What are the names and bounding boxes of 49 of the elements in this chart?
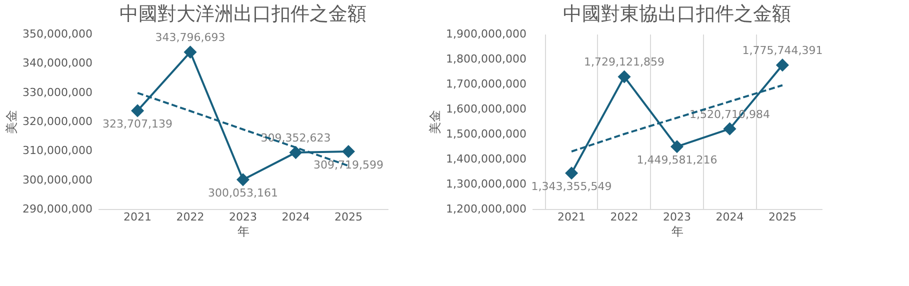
x-tick-label: 2022 bbox=[176, 210, 204, 224]
data-label: 323,707,139 bbox=[102, 118, 173, 131]
x-tick-label: 2023 bbox=[229, 210, 257, 224]
x-tick-label: 2024 bbox=[282, 210, 310, 224]
x-tick-label: 2023 bbox=[663, 210, 691, 224]
y-tick-label: 1,200,000,000 bbox=[446, 202, 526, 216]
y-tick-label: 300,000,000 bbox=[22, 173, 92, 186]
y-tick-label: 290,000,000 bbox=[22, 202, 92, 216]
y-tick-label: 1,900,000,000 bbox=[446, 28, 526, 40]
y-axis-title: 美金 bbox=[4, 110, 19, 134]
y-tick-label: 320,000,000 bbox=[22, 115, 92, 128]
x-axis-title: 年 bbox=[672, 224, 684, 238]
y-tick-label: 1,500,000,000 bbox=[446, 128, 526, 140]
y-tick-label: 350,000,000 bbox=[22, 28, 92, 40]
y-tick-label: 1,700,000,000 bbox=[446, 78, 526, 90]
point bbox=[565, 166, 578, 180]
chart-title: 中國對東協出口扣件之金額 bbox=[563, 3, 791, 25]
point bbox=[289, 146, 302, 160]
data-label: 343,796,693 bbox=[155, 31, 226, 44]
point bbox=[723, 122, 736, 136]
x-tick-label: 2025 bbox=[768, 210, 796, 224]
point bbox=[131, 104, 144, 118]
data-label: 1,729,121,859 bbox=[584, 56, 665, 69]
data-label: 1,775,744,391 bbox=[742, 44, 823, 58]
data-label: 1,343,355,549 bbox=[531, 180, 612, 194]
point bbox=[670, 140, 684, 154]
data-label: 1,449,581,216 bbox=[636, 154, 718, 167]
y-tick-label: 1,300,000,000 bbox=[446, 178, 526, 190]
y-tick-label: 1,800,000,000 bbox=[446, 52, 526, 66]
x-tick-label: 2021 bbox=[558, 210, 586, 224]
x-axis-title: 年 bbox=[238, 224, 250, 238]
y-tick-label: 310,000,000 bbox=[22, 144, 92, 158]
data-label: 309,719,599 bbox=[313, 158, 384, 172]
point bbox=[618, 70, 631, 84]
y-tick-label: 330,000,000 bbox=[22, 86, 92, 99]
point bbox=[236, 173, 250, 186]
x-tick-label: 2025 bbox=[334, 210, 362, 224]
point bbox=[776, 58, 789, 72]
point bbox=[184, 46, 197, 59]
y-tick-label: 1,600,000,000 bbox=[446, 102, 526, 116]
y-tick-label: 1,400,000,000 bbox=[446, 152, 526, 166]
x-tick-label: 2021 bbox=[124, 210, 152, 224]
point bbox=[342, 144, 355, 158]
y-tick-label: 340,000,000 bbox=[22, 56, 92, 70]
x-tick-label: 2024 bbox=[716, 210, 744, 224]
chart-title: 中國對大洋洲出口扣件之金額 bbox=[120, 3, 366, 25]
y-axis-title: 美金 bbox=[428, 110, 442, 134]
data-label: 300,053,161 bbox=[208, 186, 278, 200]
x-tick-label: 2022 bbox=[610, 210, 638, 224]
